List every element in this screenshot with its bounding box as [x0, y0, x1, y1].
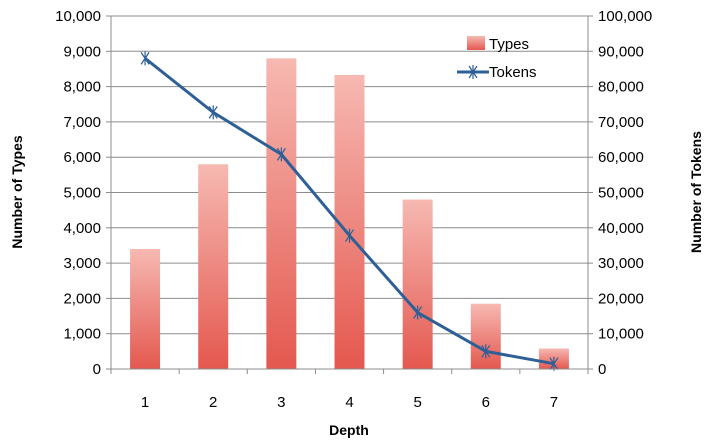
x-tick-label: 4: [345, 394, 353, 411]
y2-tick-label: 30,000: [598, 255, 644, 272]
y-tick-label: 5,000: [63, 185, 101, 202]
legend-label-types: Types: [489, 36, 529, 53]
y-tick-label: 8,000: [63, 79, 101, 96]
y-tick-label: 0: [93, 361, 101, 378]
y-tick-label: 3,000: [63, 255, 101, 272]
tokens-point-depth-5: [413, 305, 423, 320]
x-tick-label: 2: [209, 394, 217, 411]
x-tick-label: 5: [413, 394, 421, 411]
y2-tick-label: 70,000: [598, 114, 644, 131]
y-tick-label: 10,000: [55, 8, 101, 25]
tokens-point-depth-2: [208, 105, 218, 120]
tokens-point-depth-6: [481, 344, 491, 359]
y2-tick-label: 100,000: [598, 8, 652, 25]
bar-types-depth-1: [130, 248, 161, 369]
legend-label-tokens: Tokens: [489, 64, 537, 81]
y2-tick-label: 90,000: [598, 43, 644, 60]
y-tick-label: 2,000: [63, 290, 101, 307]
bar-types-depth-5: [402, 199, 433, 369]
x-tick-label: 3: [277, 394, 285, 411]
y2-tick-label: 0: [598, 361, 606, 378]
y2-tick-label: 60,000: [598, 149, 644, 166]
y-tick-label: 6,000: [63, 149, 101, 166]
y2-tick-label: 80,000: [598, 79, 644, 96]
x-tick-label: 7: [550, 394, 558, 411]
bar-types-depth-2: [198, 164, 229, 369]
axes: 0 0 1,000 10,000 2,000 20,000 3,000 30,000 4,000…: [55, 8, 652, 411]
y-tick-label: 1,000: [63, 326, 101, 343]
y2-tick-label: 40,000: [598, 220, 644, 237]
legend-marker-tokens: [467, 65, 479, 79]
tokens-point-depth-1: [140, 51, 150, 66]
tokens-point-depth-3: [276, 147, 286, 162]
legend: Types Tokens: [457, 36, 537, 81]
y-axis-title: Number of Types: [9, 135, 25, 249]
y-tick-label: 7,000: [63, 114, 101, 131]
y-tick-label: 9,000: [63, 43, 101, 60]
y-tick-label: 4,000: [63, 220, 101, 237]
x-axis-title: Depth: [329, 422, 369, 438]
tokens-point-depth-4: [345, 228, 354, 243]
y2-axis-title: Number of Tokens: [688, 131, 704, 253]
bar-series-types: [130, 58, 569, 370]
bar-types-depth-3: [266, 58, 297, 370]
y2-tick-label: 50,000: [598, 185, 644, 202]
x-tick-label: 1: [141, 394, 149, 411]
x-tick-label: 6: [482, 394, 490, 411]
y2-tick-label: 20,000: [598, 290, 644, 307]
legend-swatch-types: [467, 36, 485, 50]
y2-tick-label: 10,000: [598, 326, 644, 343]
line-series-tokens: [140, 51, 559, 371]
tokens-point-depth-7: [549, 356, 559, 371]
bar-types-depth-6: [470, 303, 501, 369]
